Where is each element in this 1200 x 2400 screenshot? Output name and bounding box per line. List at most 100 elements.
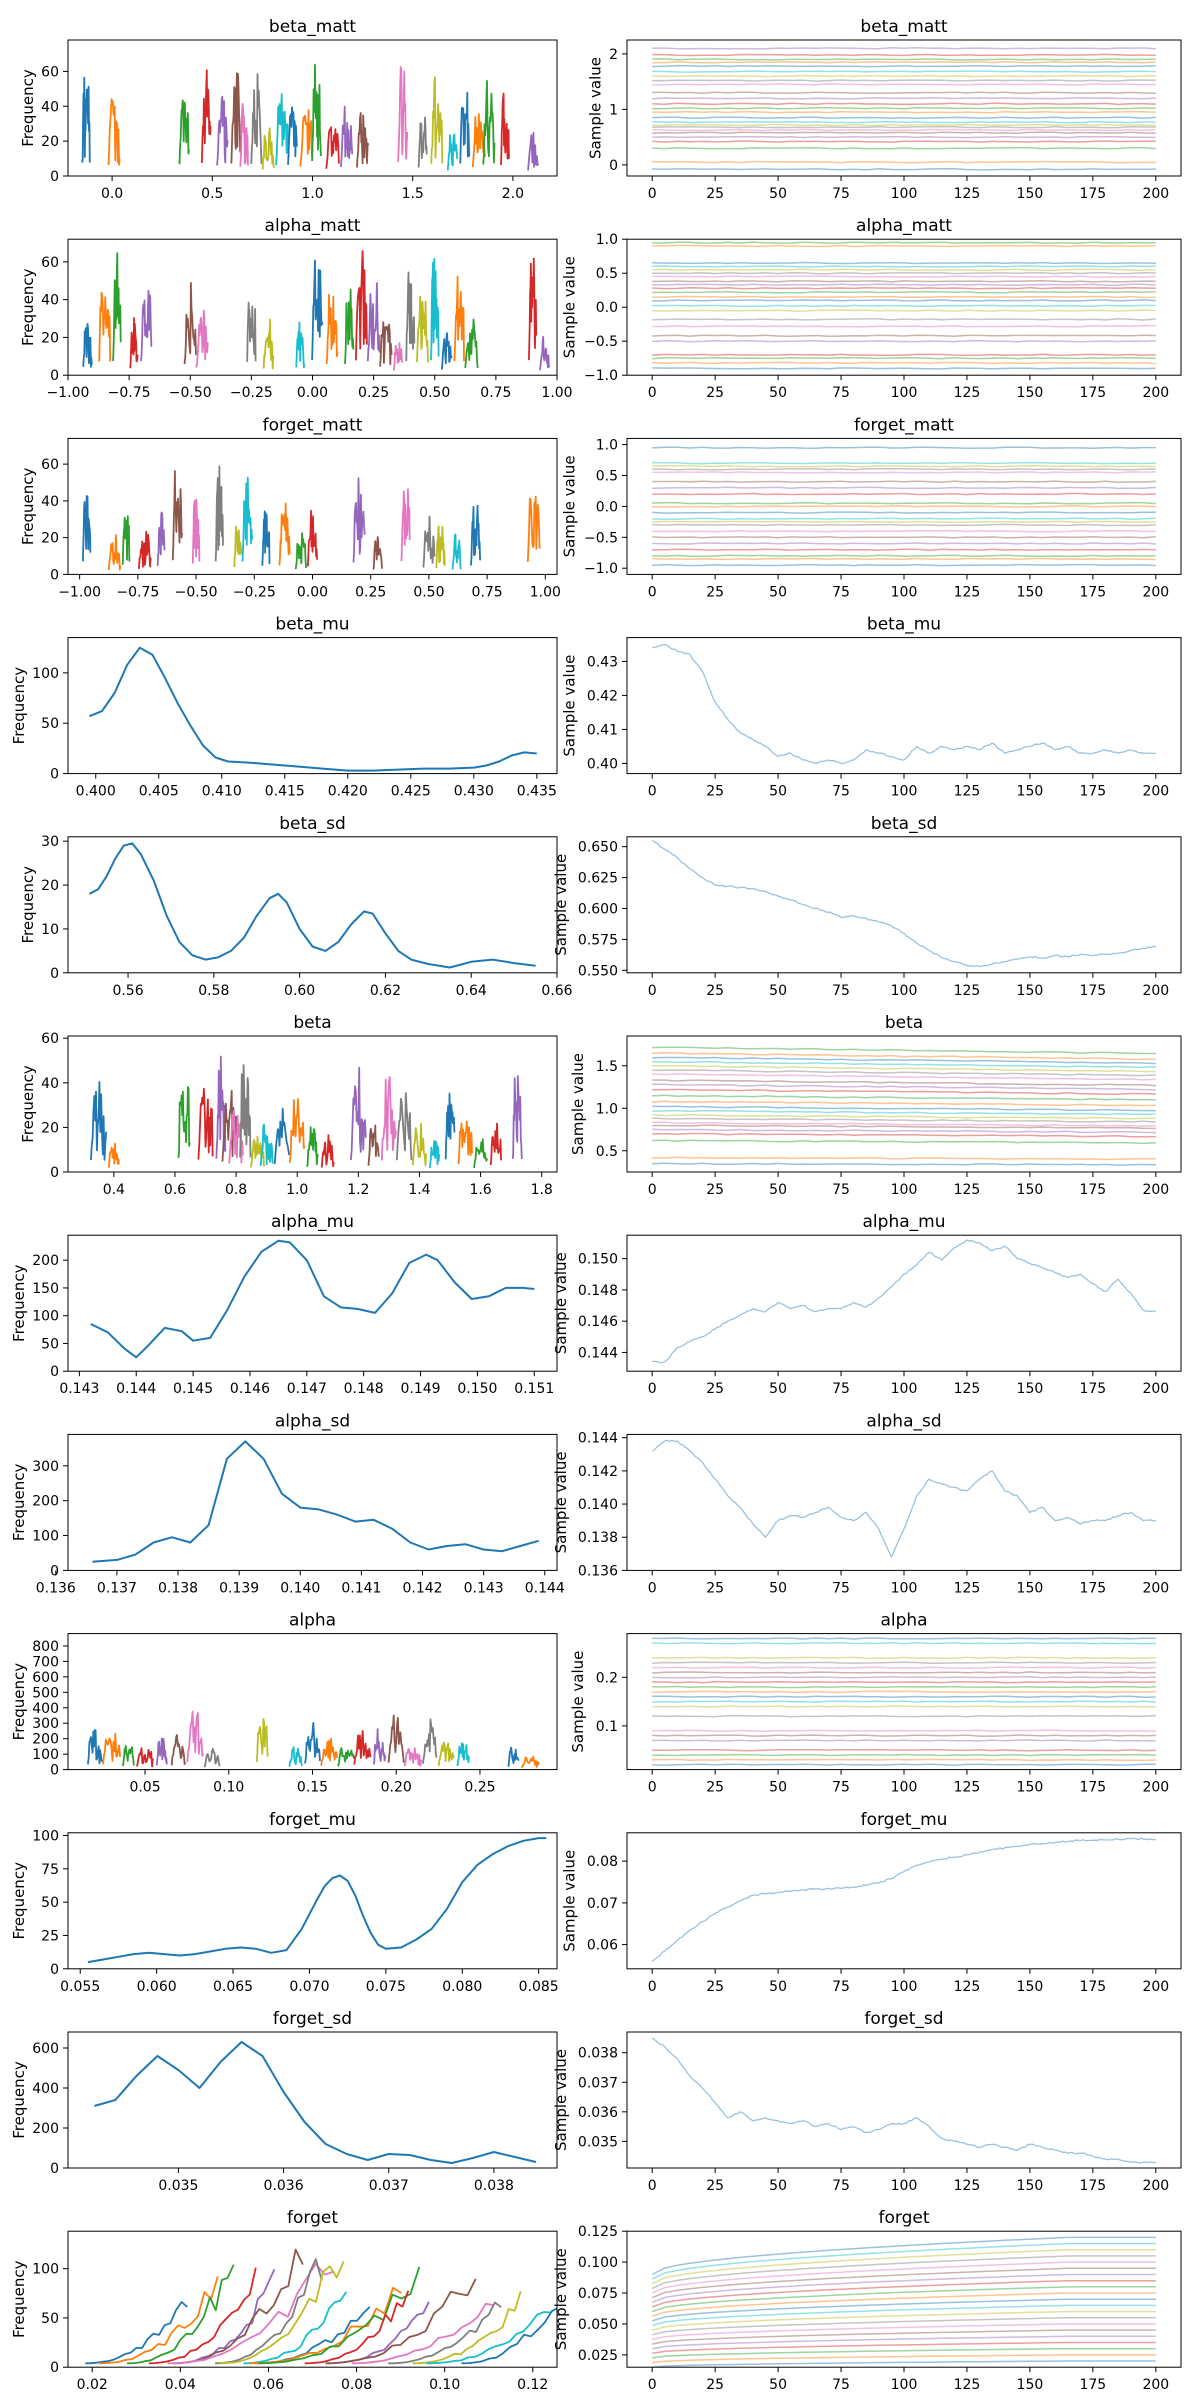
x-tick-label: 0.151 bbox=[514, 1381, 554, 1397]
density-curve-12 bbox=[311, 64, 322, 162]
x-tick-label: 0.50 bbox=[413, 584, 444, 600]
y-axis-label: Sample value bbox=[552, 2049, 570, 2151]
x-tick-label: −0.25 bbox=[233, 584, 276, 600]
y-tick-label: 0.650 bbox=[578, 840, 618, 856]
subplot-forget-trace: 0 25 50 75 100 125 150 175 200 0.025 0.050 0.075 0.1… bbox=[552, 2208, 1182, 2393]
subplot-forget-sd-trace: 0 25 50 75 100 125 150 175 200 0.035 0.036 0.037 0.0… bbox=[552, 2009, 1182, 2194]
density-curve-2 bbox=[178, 99, 190, 165]
density-curve-7 bbox=[203, 1747, 221, 1768]
y-tick-label: 1.0 bbox=[596, 232, 618, 248]
x-tick-label: 0.143 bbox=[59, 1381, 99, 1397]
density-curve-6 bbox=[239, 103, 250, 167]
density-curve bbox=[92, 1440, 539, 1563]
x-tick-label: 0.140 bbox=[280, 1580, 320, 1596]
y-axis-label: Frequency bbox=[10, 1663, 28, 1741]
y-tick-label: −0.5 bbox=[584, 334, 618, 350]
subplot-forget-mu-density: 0.055 0.060 0.065 0.070 0.075 0.080 0.085 0 25 50… bbox=[10, 1810, 559, 1995]
density-curve-6 bbox=[167, 2263, 335, 2365]
y-axis-label: Frequency bbox=[10, 1464, 28, 1542]
density-curve-14 bbox=[352, 477, 366, 563]
x-tick-label: 0.75 bbox=[472, 584, 503, 600]
y-tick-label: 100 bbox=[32, 1828, 59, 1844]
density-curve-3 bbox=[136, 1747, 154, 1768]
trace-line-3 bbox=[652, 353, 1156, 357]
x-tick-label: 1.00 bbox=[541, 385, 572, 401]
y-tick-label: 200 bbox=[32, 1732, 59, 1748]
trace-line-2 bbox=[652, 356, 1156, 360]
y-tick-label: 40 bbox=[41, 99, 59, 115]
x-tick-label: 1.2 bbox=[347, 1182, 369, 1198]
trace-line-23 bbox=[652, 53, 1156, 57]
density-curve-24 bbox=[527, 131, 539, 171]
x-tick-label: 0.06 bbox=[253, 2377, 284, 2393]
trace-line-8 bbox=[652, 1705, 1156, 1708]
density-curve-19 bbox=[446, 133, 459, 171]
subplot-beta-mu-density: 0.400 0.405 0.410 0.415 0.420 0.425 0.430 0.435… bbox=[10, 615, 558, 800]
x-tick-label: 150 bbox=[1017, 584, 1044, 600]
density-curve-13 bbox=[307, 509, 318, 567]
y-tick-label: 0.036 bbox=[578, 2105, 618, 2121]
x-tick-label: 0.420 bbox=[328, 784, 368, 800]
y-axis-label: Frequency bbox=[10, 2260, 28, 2338]
x-tick-label: 75 bbox=[832, 983, 850, 999]
y-axis-label: Sample value bbox=[561, 455, 579, 557]
x-tick-label: 100 bbox=[891, 1182, 918, 1198]
density-curve-0 bbox=[85, 2301, 188, 2365]
x-tick-label: 0.037 bbox=[369, 2178, 409, 2194]
y-tick-label: 0.138 bbox=[578, 1530, 618, 1546]
x-tick-label: 0.141 bbox=[341, 1580, 381, 1596]
y-tick-label: 0.0 bbox=[596, 499, 618, 515]
y-tick-label: −0.5 bbox=[584, 530, 618, 546]
series-group bbox=[651, 2236, 1156, 2368]
y-tick-label: 600 bbox=[32, 2041, 59, 2057]
y-tick-label: 50 bbox=[41, 1895, 59, 1911]
trace-line-5 bbox=[652, 1124, 1156, 1130]
x-tick-label: 0.00 bbox=[297, 385, 328, 401]
trace-line-1 bbox=[652, 160, 1156, 164]
density-curve-18 bbox=[412, 2290, 522, 2365]
subplot-title: alpha_sd bbox=[275, 1411, 350, 1431]
y-tick-label: 200 bbox=[32, 1494, 59, 1510]
y-tick-label: 60 bbox=[41, 457, 59, 473]
x-tick-label: 0.144 bbox=[116, 1381, 156, 1397]
x-tick-label: 25 bbox=[706, 1580, 724, 1596]
x-tick-label: 0.425 bbox=[391, 784, 431, 800]
x-tick-label: 100 bbox=[891, 385, 918, 401]
trace-line-12 bbox=[652, 290, 1156, 294]
density-curve-5 bbox=[170, 1734, 187, 1766]
x-tick-label: 0.08 bbox=[341, 2377, 372, 2393]
y-axis-label: Sample value bbox=[561, 655, 579, 757]
trace-line-11 bbox=[652, 1100, 1156, 1107]
trace-line-6 bbox=[652, 1121, 1156, 1128]
trace-line-18 bbox=[652, 1064, 1156, 1073]
x-tick-label: 0.138 bbox=[158, 1580, 198, 1596]
x-tick-label: 0.56 bbox=[112, 983, 143, 999]
trace-line-10 bbox=[652, 511, 1156, 514]
trace-line-6 bbox=[652, 1729, 1156, 1733]
trace-line-2 bbox=[652, 1753, 1156, 1757]
trace-line-19 bbox=[652, 1060, 1156, 1069]
x-tick-label: 200 bbox=[1142, 186, 1169, 202]
subplot-title: forget_mu bbox=[269, 1810, 356, 1830]
y-tick-label: 30 bbox=[41, 834, 59, 850]
x-tick-label: 100 bbox=[891, 2377, 918, 2393]
density-curve-9 bbox=[259, 1123, 274, 1166]
y-tick-label: 0.136 bbox=[578, 1563, 618, 1579]
series-group bbox=[652, 1637, 1156, 1767]
density-curve-12 bbox=[344, 288, 355, 364]
trace-line-8 bbox=[652, 520, 1156, 524]
x-tick-label: 50 bbox=[769, 584, 787, 600]
x-tick-label: 50 bbox=[769, 1979, 787, 1995]
density-curve-14 bbox=[372, 1728, 387, 1765]
y-tick-label: 1.0 bbox=[596, 1101, 618, 1117]
density-curve-16 bbox=[380, 1076, 397, 1161]
y-tick-label: 0.125 bbox=[578, 2224, 618, 2240]
density-curve-18 bbox=[435, 525, 446, 569]
y-axis-label: Sample value bbox=[586, 57, 604, 159]
density-curve-23 bbox=[500, 92, 510, 166]
y-tick-label: 0.625 bbox=[578, 871, 618, 887]
subplot-title: beta_matt bbox=[269, 17, 356, 37]
trace-line-10 bbox=[652, 1105, 1156, 1112]
subplot-title: forget bbox=[287, 2208, 338, 2228]
x-tick-label: 1.0 bbox=[286, 1182, 308, 1198]
